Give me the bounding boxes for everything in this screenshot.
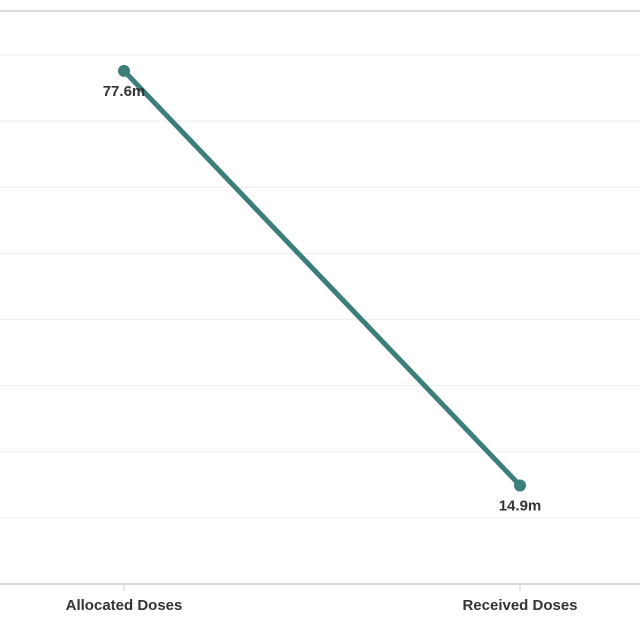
data-labels: 77.6m 14.9m (103, 83, 542, 515)
data-point (118, 64, 130, 77)
data-point (514, 479, 526, 492)
data-label: 77.6m (103, 83, 146, 100)
grid (0, 54, 640, 519)
x-axis: Allocated Doses Received Doses (66, 584, 578, 614)
x-tick-label: Received Doses (462, 597, 577, 614)
x-tick-label: Allocated Doses (66, 597, 183, 614)
series-line (121, 68, 523, 488)
series-group (118, 64, 526, 492)
data-label: 14.9m (499, 497, 542, 514)
